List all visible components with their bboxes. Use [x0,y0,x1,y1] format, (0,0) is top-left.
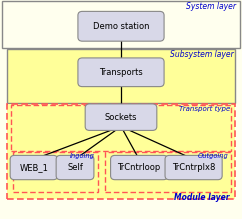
Bar [7,104,235,199]
FancyBboxPatch shape [165,155,222,180]
Bar [11,105,231,151]
Bar [105,152,231,192]
Text: Subsystem layer: Subsystem layer [170,50,234,59]
Text: Transport type: Transport type [179,106,230,112]
Text: TrCntrloop: TrCntrloop [118,163,161,172]
Text: Ingoing: Ingoing [69,153,94,159]
Text: WEB_1: WEB_1 [19,163,48,172]
Text: Outgoing: Outgoing [198,153,229,159]
Text: Demo station: Demo station [93,22,149,31]
Text: TrCntrplx8: TrCntrplx8 [172,163,215,172]
FancyBboxPatch shape [85,104,157,130]
Text: Transports: Transports [99,68,143,77]
FancyBboxPatch shape [111,155,168,180]
Text: System layer: System layer [186,2,236,11]
Text: Self: Self [67,163,83,172]
FancyBboxPatch shape [78,11,164,41]
FancyBboxPatch shape [10,155,58,180]
Bar [2,1,240,48]
FancyBboxPatch shape [78,58,164,87]
Text: Sockets: Sockets [105,113,137,122]
Bar [7,49,235,103]
Text: Module layer: Module layer [174,193,230,202]
FancyBboxPatch shape [56,155,94,180]
Bar [13,152,98,192]
